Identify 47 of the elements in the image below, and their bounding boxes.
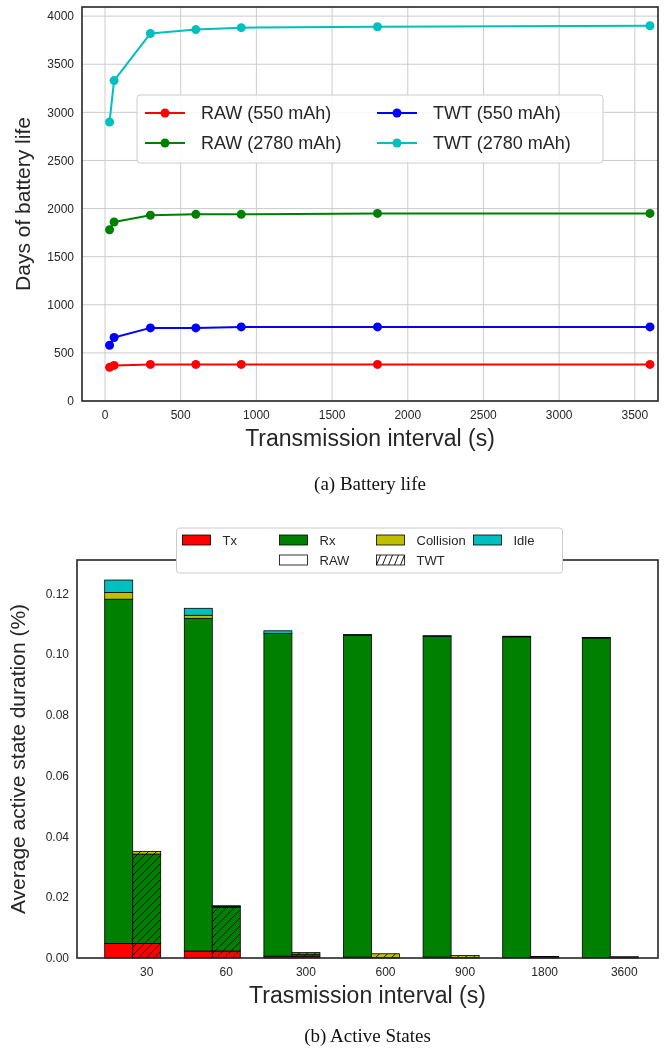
text: (a) Battery life bbox=[314, 473, 426, 495]
x-tick-label: 60 bbox=[219, 965, 234, 979]
y-tick-label: 4000 bbox=[47, 9, 75, 24]
x-tick-label: 3600 bbox=[610, 965, 638, 979]
y-tick-label: 0.06 bbox=[45, 768, 70, 783]
y-tick-label: 0.12 bbox=[45, 586, 70, 601]
y-tick-label: 3000 bbox=[47, 105, 75, 120]
y-tick-label: 1000 bbox=[47, 297, 75, 312]
legend-label: TWT (2780 mAh) bbox=[433, 133, 571, 154]
legend-label: Rx bbox=[319, 532, 336, 548]
annotation: TWT bbox=[416, 552, 445, 568]
x-tick-label: 300 bbox=[295, 965, 317, 979]
y-tick-label: 0.02 bbox=[45, 890, 70, 905]
legend-label: TWT (550 mAh) bbox=[433, 103, 561, 124]
x-tick-label: 0 bbox=[101, 408, 109, 422]
x-axis-title: Transmission interval (s) bbox=[245, 425, 495, 451]
y-tick-label: 2500 bbox=[47, 153, 75, 168]
x-tick-label: 900 bbox=[455, 965, 476, 979]
x-tick-label: 1000 bbox=[243, 408, 271, 422]
x-tick-label: 600 bbox=[375, 965, 396, 979]
x-tick-label: 30 bbox=[140, 965, 154, 979]
y-tick-label: 1500 bbox=[47, 249, 75, 264]
x-tick-label: 1500 bbox=[318, 408, 346, 422]
y-tick-label: 0 bbox=[67, 394, 75, 409]
text: (b) Active States bbox=[304, 1025, 431, 1047]
y-tick-label: 0.04 bbox=[45, 829, 70, 844]
x-tick-label: 3500 bbox=[621, 408, 649, 422]
y-tick-label: 2000 bbox=[47, 201, 75, 216]
legend-label: Collision bbox=[416, 532, 466, 548]
y-tick-label: 500 bbox=[53, 346, 75, 361]
legend-label: RAW (550 mAh) bbox=[201, 103, 332, 124]
x-tick-label: 500 bbox=[170, 408, 192, 422]
legend-label: Idle bbox=[513, 532, 535, 548]
y-tick-label: 0.10 bbox=[45, 647, 70, 662]
y-tick-label: 0.00 bbox=[45, 951, 70, 966]
x-axis-title: Trasmission interval (s) bbox=[249, 982, 486, 1008]
x-tick-label: 2000 bbox=[394, 408, 422, 422]
legend-label: Tx bbox=[222, 532, 238, 548]
legend-label: RAW (2780 mAh) bbox=[201, 133, 342, 154]
annotation: RAW bbox=[319, 552, 351, 568]
x-tick-label: 3000 bbox=[545, 408, 573, 422]
y-axis-title: Average active state duration (%) bbox=[6, 603, 29, 915]
y-axis-title: Days of battery life bbox=[11, 117, 34, 291]
x-tick-label: 1800 bbox=[531, 965, 559, 979]
y-tick-label: 0.08 bbox=[45, 708, 70, 723]
y-tick-label: 3500 bbox=[47, 57, 75, 72]
x-tick-label: 2500 bbox=[470, 408, 498, 422]
